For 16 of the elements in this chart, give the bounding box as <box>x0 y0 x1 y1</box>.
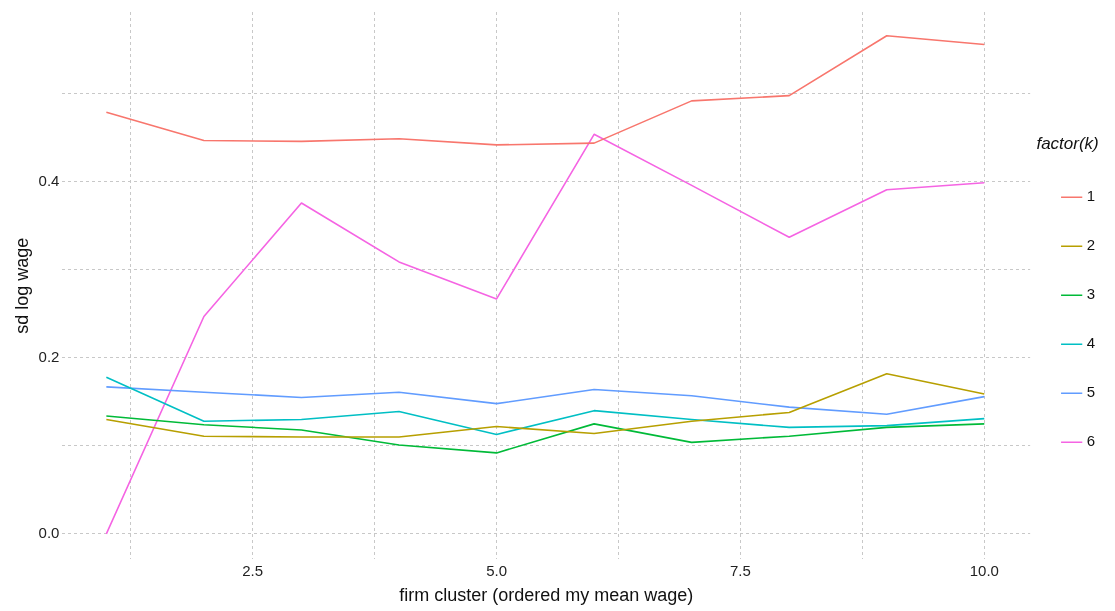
x-tick-label: 10.0 <box>969 561 999 579</box>
y-tick-label: 0.0 <box>38 524 60 542</box>
x-tick-label: 2.5 <box>242 561 264 579</box>
y-tick-label: 0.4 <box>38 171 60 189</box>
legend-title: factor(k) <box>1036 133 1099 153</box>
x-axis-title: firm cluster (ordered my mean wage) <box>399 585 694 606</box>
y-axis-title: sd log wage <box>11 237 32 334</box>
legend-label: 6 <box>1086 432 1095 450</box>
legend-label: 2 <box>1086 236 1095 254</box>
legend-label: 3 <box>1086 285 1095 303</box>
legend-label: 4 <box>1086 334 1095 352</box>
y-tick-label: 0.2 <box>38 348 60 366</box>
legend-label: 1 <box>1086 187 1095 205</box>
x-tick-label: 7.5 <box>730 561 751 579</box>
x-tick-label: 5.0 <box>486 561 507 579</box>
legend-label: 5 <box>1086 383 1095 401</box>
